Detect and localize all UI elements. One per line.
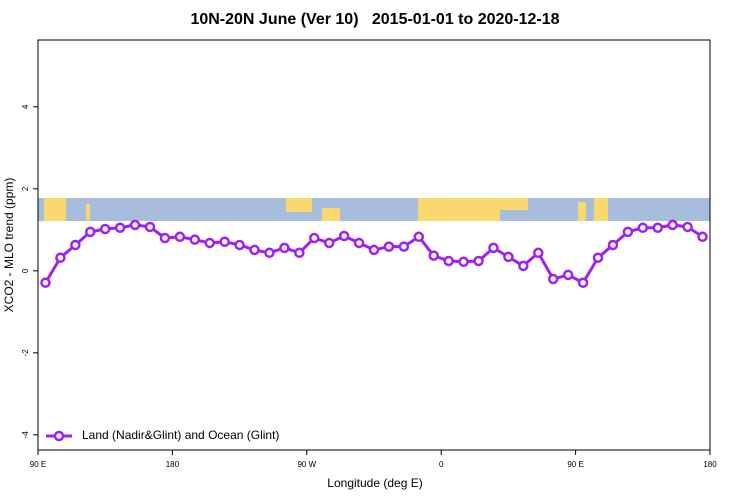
data-point: [413, 231, 425, 243]
data-point: [667, 219, 678, 231]
data-point: [204, 237, 215, 249]
data-point: [114, 222, 126, 234]
y-tick-label: 4: [21, 104, 30, 109]
data-point: [533, 247, 544, 259]
data-point: [547, 273, 559, 285]
chart-title: 10N-20N June (Ver 10) 2015-01-01 to 2020…: [190, 11, 559, 28]
data-point: [249, 244, 260, 256]
map-band: [38, 198, 710, 221]
ocean: [38, 198, 710, 221]
data-point: [398, 241, 410, 252]
data-point: [383, 241, 395, 252]
land: [418, 198, 500, 221]
land: [578, 202, 586, 221]
data-point: [264, 247, 275, 259]
data-point: [607, 239, 619, 251]
data-point: [682, 221, 693, 233]
data-point: [473, 255, 484, 267]
land: [44, 198, 66, 221]
data-point: [592, 252, 604, 263]
y-axis-label: XCO2 - MLO trend (ppm): [2, 178, 16, 313]
x-tick-label: 90 E: [30, 460, 46, 469]
data-point: [174, 231, 186, 243]
land: [500, 198, 528, 210]
x-tick-label: 180: [166, 460, 180, 469]
data-point: [488, 242, 499, 254]
x-tick-label: 90 E: [567, 460, 583, 469]
y-tick-label: 2: [21, 186, 30, 191]
y-tick-label: -2: [21, 349, 30, 357]
data-point: [70, 239, 81, 251]
land: [86, 204, 90, 221]
data-point: [40, 277, 51, 288]
data-point: [85, 226, 96, 238]
land: [322, 208, 340, 221]
data-point: [189, 234, 201, 245]
data-point: [294, 247, 305, 259]
data-point: [697, 231, 708, 243]
data-point: [577, 277, 589, 288]
data-point: [458, 256, 469, 268]
data-point: [338, 230, 350, 242]
data-point: [428, 250, 439, 261]
data-point: [353, 237, 365, 249]
data-point: [309, 232, 320, 244]
data-point: [503, 251, 514, 263]
data-point: [219, 236, 230, 247]
data-point: [518, 260, 529, 272]
data-point: [279, 242, 290, 254]
land: [286, 198, 312, 212]
plot-frame: [37, 39, 711, 451]
legend-marker: [53, 430, 65, 442]
data-point: [144, 221, 156, 233]
x-tick-label: 90 W: [297, 460, 316, 469]
data-point: [159, 232, 171, 244]
x-axis-label: Longitude (deg E): [327, 476, 422, 490]
x-tick-label: 180: [703, 460, 717, 469]
data-point: [562, 269, 574, 281]
data-point: [323, 237, 335, 249]
x-tick-label: 0: [439, 460, 444, 469]
y-tick-label: 0: [21, 268, 30, 273]
data-point: [443, 255, 454, 267]
data-point: [99, 223, 111, 235]
data-point: [622, 226, 634, 238]
legend-text: Land (Nadir&Glint) and Ocean (Glint): [82, 428, 279, 442]
data-point: [129, 219, 141, 231]
data-point: [234, 239, 245, 251]
data-point: [55, 252, 66, 263]
data-point: [652, 222, 663, 234]
data-point: [368, 244, 380, 256]
land: [594, 198, 608, 221]
data-point: [637, 222, 649, 234]
y-tick-label: -4: [21, 431, 30, 439]
